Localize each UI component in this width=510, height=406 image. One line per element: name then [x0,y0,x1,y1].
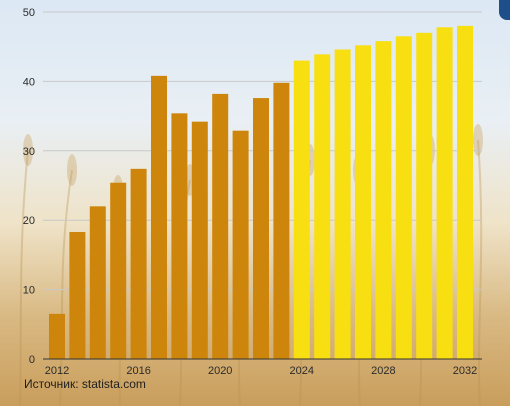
y-axis-tick-labels: 0 10 20 30 40 50 [23,7,35,366]
x-tick-label-2024: 2024 [290,365,314,377]
bar-2028 [375,41,392,359]
bar-2019 [191,121,208,359]
bar-2032 [457,25,473,359]
bar-2021 [232,130,249,359]
y-tick-label-20: 20 [23,215,35,227]
source-note: Источник: statista.com [24,377,146,391]
bar-2016 [130,168,147,359]
bar-2018 [171,113,188,359]
bar-2022 [253,98,269,359]
y-tick-label-10: 10 [23,285,35,297]
bar-2017 [151,75,167,360]
y-tick-label-50: 50 [23,7,35,19]
bar-2023 [273,82,290,360]
y-tick-label-40: 40 [23,76,35,88]
bar-2031 [436,27,453,359]
bar-2024 [293,60,310,360]
x-tick-label-2012: 2012 [45,365,69,377]
bar-2013 [69,231,86,359]
x-tick-label-2032: 2032 [453,365,477,377]
x-tick-label-2028: 2028 [371,365,395,377]
bar-2025 [314,54,331,360]
y-tick-label-30: 30 [23,146,35,158]
bar-2014 [89,206,106,359]
bar-2026 [334,49,351,359]
x-tick-label-2020: 2020 [208,365,232,377]
bar-2027 [355,45,371,359]
bar-2015 [110,182,127,359]
x-tick-label-2016: 2016 [126,365,150,377]
bar-2020 [212,93,229,359]
x-axis-tick-labels: 2012 2016 2020 2024 2028 2032 [45,365,477,377]
bar-2030 [416,32,433,359]
bars [49,25,473,360]
bar-2029 [395,36,412,359]
corner-accent [499,0,510,20]
y-tick-label-0: 0 [29,354,35,366]
bar-2012 [49,313,65,359]
